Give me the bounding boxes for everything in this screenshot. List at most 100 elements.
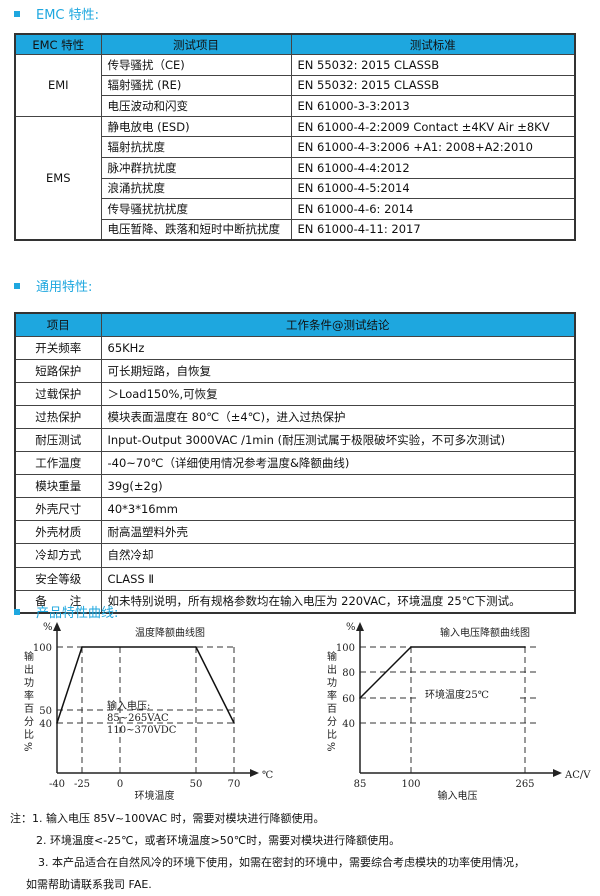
value-cell: 自然冷却 (100, 543, 576, 568)
section-title-emc: EMC 特性: (14, 4, 99, 23)
value-cell: 可长期短路，自恢复 (100, 358, 576, 383)
table-row: EMI 传导骚扰（CE) EN 55032: 2015 CLASSB (14, 54, 576, 117)
table-row: 电压暂降、跌落和短时中断抗扰度 EN 61000-4-11: 2017 (15, 218, 576, 241)
x-tick-label: 0 (117, 779, 123, 790)
y-unit-label: % (346, 622, 356, 633)
value-cell: ＞Load150%,可恢复 (100, 381, 576, 406)
header-cell: 测试项目 (100, 33, 292, 56)
item-cell: 过载保护 (14, 381, 102, 406)
table-row: 外壳尺寸 40*3*16mm (14, 497, 576, 522)
value-cell: 如未特别说明，所有规格参数均在输入电压为 220VAC，环境温度 25℃下测试。 (100, 589, 576, 614)
y-axis-label: 输出功率百分比% (22, 650, 34, 755)
item-cell: 备 注 (14, 589, 102, 614)
y-axis-arrow-icon (53, 622, 61, 631)
x-unit-label: ℃ (262, 770, 273, 781)
general-table: 项目 工作条件@测试结论 开关频率 65KHz 短路保护 可长期短路，自恢复 过载保护 ＞L… (14, 312, 576, 615)
standard-cell: EN 55032: 2015 CLASSB (290, 74, 576, 97)
x-tick-label: -25 (74, 779, 90, 790)
x-axis-arrow-icon (250, 769, 259, 777)
y-tick-label: 50 (39, 706, 52, 717)
bullet-icon (14, 10, 20, 17)
item-cell: 冷却方式 (14, 543, 102, 568)
y-unit-label: % (43, 622, 53, 633)
table-row: 浪涌抗扰度 EN 61000-4-5:2014 (15, 177, 576, 200)
value-cell: -40~70℃（详细使用情况参考温度&降额曲线) (100, 451, 576, 476)
y-axis-arrow-icon (356, 622, 364, 631)
value-cell: 耐高温塑料外壳 (100, 520, 576, 545)
data-point (524, 646, 526, 648)
section-title-curves: 产品特性曲线: (14, 602, 118, 621)
table-row: 模块重量 39g(±2g) (14, 474, 576, 499)
item-cell: 模块重量 (14, 474, 102, 499)
header-cell: 项目 (14, 312, 102, 337)
x-unit-label: AC/V (564, 770, 591, 781)
table-row: 工作温度 -40~70℃（详细使用情况参考温度&降额曲线) (14, 451, 576, 476)
header-cell: 工作条件@测试结论 (100, 312, 576, 337)
standard-cell: EN 61000-4-2:2009 Contact ±4KV Air ±8KV (290, 115, 576, 138)
chart-title: 输入电压降额曲线图 (440, 626, 530, 639)
emc-table: EMC 特性 测试项目 测试标准 EMI 传导骚扰（CE) EN 55032: 2015… (14, 33, 576, 241)
note-2: 2. 环境温度<-25℃，或者环境温度>50℃时，需要对模块进行降额使用。 (36, 834, 401, 847)
table-row: EMS 静电放电 (ESD) EN 61000-4-2:2009 Contact ±… (14, 115, 576, 241)
test-item-cell: 脉冲群抗扰度 (100, 157, 292, 179)
y-tick-label: 100 (33, 643, 52, 654)
table-row: 过载保护 ＞Load150%,可恢复 (14, 381, 576, 406)
chart-title: 温度降额曲线图 (135, 626, 205, 639)
item-cell: 耐压测试 (14, 427, 102, 453)
annotation: 输入电压: (107, 699, 150, 712)
item-cell: 工作温度 (14, 451, 102, 476)
table-row: 冷却方式 自然冷却 (14, 543, 576, 568)
x-tick-label: 85 (354, 779, 367, 790)
item-cell: 开关频率 (14, 335, 102, 360)
standard-cell: EN 61000-4-5:2014 (290, 177, 576, 200)
data-point (410, 646, 412, 648)
item-cell: 短路保护 (14, 358, 102, 383)
standard-cell: EN 61000-4-4:2012 (290, 157, 576, 179)
annotation: 85~265VAC (107, 713, 169, 724)
header-cell: 测试标准 (290, 33, 576, 56)
annotation: 环境温度25℃ (425, 688, 489, 701)
table-row: 开关频率 65KHz (14, 335, 576, 360)
item-cell: 外壳材质 (14, 520, 102, 545)
annotation: 110~370VDC (107, 725, 177, 736)
value-cell: 65KHz (100, 335, 576, 360)
y-tick-label: 40 (39, 719, 52, 730)
table-row: 耐压测试 Input-Output 3000VAC /1min (耐压测试属于极限… (14, 427, 576, 453)
x-axis-label: 环境温度 (135, 789, 175, 800)
derating-curve (56, 646, 235, 724)
data-point (233, 722, 235, 724)
item-cell: 外壳尺寸 (14, 497, 102, 522)
standard-cell: EN 61000-4-3:2006 +A1: 2008+A2:2010 (290, 136, 576, 159)
y-axis-label: 输出功率百分比% (325, 650, 337, 755)
value-cell: 模块表面温度在 80℃（±4℃)，进入过热保护 (100, 404, 576, 429)
table-header: 项目 工作条件@测试结论 (14, 312, 576, 337)
x-tick-label: 100 (401, 779, 420, 790)
table-row: 安全等级 CLASS Ⅱ (14, 566, 576, 591)
x-tick-label: 50 (190, 779, 203, 790)
item-cell: 过热保护 (14, 404, 102, 429)
x-tick-label: 265 (515, 779, 534, 790)
standard-cell: EN 55032: 2015 CLASSB (290, 54, 576, 76)
test-item-cell: 浪涌抗扰度 (100, 177, 292, 200)
value-cell: 40*3*16mm (100, 497, 576, 522)
data-point (359, 697, 361, 699)
section-title-general: 通用特性: (14, 276, 92, 295)
note-1: 注：1. 输入电压 85V~100VAC 时，需要对模块进行降额使用。 (10, 812, 325, 825)
y-tick-label: 40 (342, 719, 355, 730)
value-cell: CLASS Ⅱ (100, 566, 576, 591)
bullet-icon (14, 608, 20, 615)
x-axis-arrow-icon (553, 769, 562, 777)
note-3: 3. 本产品适合在自然风冷的环境下使用，如需在密封的环境中，需要综合考虑模块的功… (38, 856, 525, 869)
standard-cell: EN 61000-4-6: 2014 (290, 198, 576, 220)
test-item-cell: 电压波动和闪变 (100, 95, 292, 117)
item-cell: 安全等级 (14, 566, 102, 591)
standard-cell: EN 61000-4-11: 2017 (290, 218, 576, 241)
value-cell: 39g(±2g) (100, 474, 576, 499)
y-tick-label: 100 (336, 643, 355, 654)
test-item-cell: 静电放电 (ESD) (100, 115, 292, 138)
note-4: 如需帮助请联系我司 FAE. (26, 878, 152, 891)
table-row: 备 注如未特别说明，所有规格参数均在输入电压为 220VAC，环境温度 25℃下… (14, 589, 576, 614)
y-tick-label: 60 (342, 694, 355, 705)
